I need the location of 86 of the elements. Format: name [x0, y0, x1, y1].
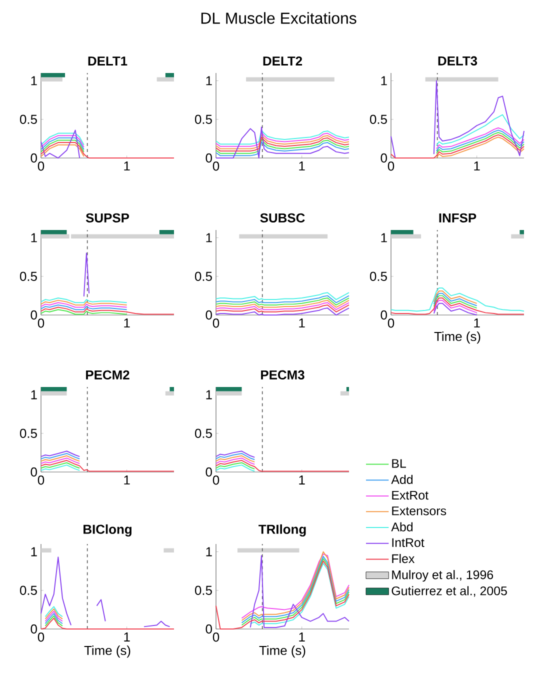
y-tick-label: 1 [381, 233, 387, 242]
y-tick-label: 0.5 [194, 428, 212, 438]
chart-title: SUBSC [260, 213, 305, 222]
y-tick-label: 1 [206, 76, 212, 86]
line-series [216, 462, 256, 470]
x-axis-title: Time (s) [259, 646, 306, 658]
line-series [216, 452, 256, 460]
chart-title: INFSP [439, 213, 476, 222]
y-tick-label: 0.5 [20, 428, 37, 438]
x-tick-label: 1 [299, 318, 305, 328]
y-tick-label: 1 [31, 76, 37, 86]
legend-label: Extensors [392, 506, 446, 516]
x-tick-label: 0 [212, 162, 220, 171]
line-series [40, 130, 80, 159]
x-tick-label: 0 [212, 476, 220, 485]
line-series [433, 290, 478, 304]
line-series [433, 302, 478, 316]
line-series [433, 300, 478, 314]
y-tick-label: 0.5 [194, 586, 212, 595]
x-axis-title: Time (s) [84, 646, 130, 658]
chart-title: DELT3 [438, 56, 478, 66]
x-tick-label: 0 [38, 162, 44, 171]
x-tick-label: 1 [124, 318, 130, 328]
y-tick-label: 0.5 [20, 272, 37, 281]
y-tick-label: 1 [206, 390, 212, 400]
y-tick-label: 0 [30, 310, 37, 320]
x-tick-label: 0 [212, 318, 220, 328]
y-tick-label: 0 [206, 153, 212, 163]
y-tick-label: 1 [31, 547, 37, 556]
chart-title: DELT1 [88, 56, 128, 66]
line-series [216, 464, 256, 472]
y-tick-label: 0 [206, 624, 212, 634]
x-tick-label: 1 [474, 162, 480, 170]
x-tick-label: 1 [124, 632, 130, 642]
legend-label: Gutierrez et al., 2005 [392, 586, 507, 597]
y-tick-label: 0 [30, 624, 37, 634]
y-tick-label: 0.5 [20, 586, 37, 595]
legend-label: Add [391, 474, 413, 484]
line-series [433, 295, 478, 309]
x-tick-label: 0 [388, 318, 394, 328]
line-series [433, 292, 478, 306]
legend-label: Flex [392, 554, 415, 564]
line-series [44, 610, 63, 622]
x-tick-label: 1 [299, 162, 305, 170]
y-tick-label: 1 [206, 233, 212, 242]
y-tick-label: 0.5 [370, 114, 387, 124]
x-tick-label: 0 [38, 318, 44, 328]
chart-title: PECM3 [261, 370, 304, 380]
text: DL Muscle Excitations [201, 12, 356, 24]
y-tick-label: 1 [31, 233, 37, 242]
chart-title: BIClong [84, 524, 132, 537]
legend-label: IntRot [392, 538, 424, 548]
x-tick-label: 1 [124, 476, 130, 484]
x-tick-label: 1 [124, 162, 130, 170]
chart-title: PECM2 [86, 370, 130, 380]
y-tick-label: 0 [206, 310, 212, 320]
legend-label: Mulroy et al., 1996 [392, 570, 494, 582]
legend-label: ExtRot [392, 490, 428, 500]
chart-title: SUPSP [86, 213, 130, 222]
y-tick-label: 1 [31, 390, 37, 400]
y-tick-label: 0 [380, 153, 387, 163]
line-series [216, 450, 256, 458]
x-tick-label: 1 [299, 476, 305, 484]
y-tick-label: 0 [380, 310, 387, 320]
legend-label: Abd [391, 522, 413, 532]
y-tick-label: 1 [206, 547, 212, 556]
x-tick-label: 1 [299, 632, 305, 642]
y-tick-label: 0.5 [194, 114, 212, 124]
y-tick-label: 0 [30, 467, 37, 477]
legend-label: BL [392, 459, 406, 468]
x-tick-label: 0 [38, 632, 44, 642]
x-tick-label: 0 [388, 162, 394, 171]
y-tick-label: 0.5 [370, 272, 387, 281]
x-tick-label: 0 [38, 476, 44, 485]
y-tick-label: 0.5 [20, 114, 37, 124]
line-series [216, 458, 256, 465]
y-tick-label: 1 [381, 76, 387, 86]
x-tick-label: 1 [474, 318, 480, 328]
chart-title: DELT2 [263, 56, 302, 66]
y-tick-label: 0 [30, 153, 37, 163]
line-series [216, 455, 256, 462]
x-axis-title: Time (s) [434, 332, 480, 344]
y-tick-label: 0.5 [194, 272, 212, 281]
y-tick-label: 0 [206, 467, 212, 477]
chart-title: TRIlong [258, 524, 306, 537]
x-tick-label: 0 [212, 632, 220, 642]
